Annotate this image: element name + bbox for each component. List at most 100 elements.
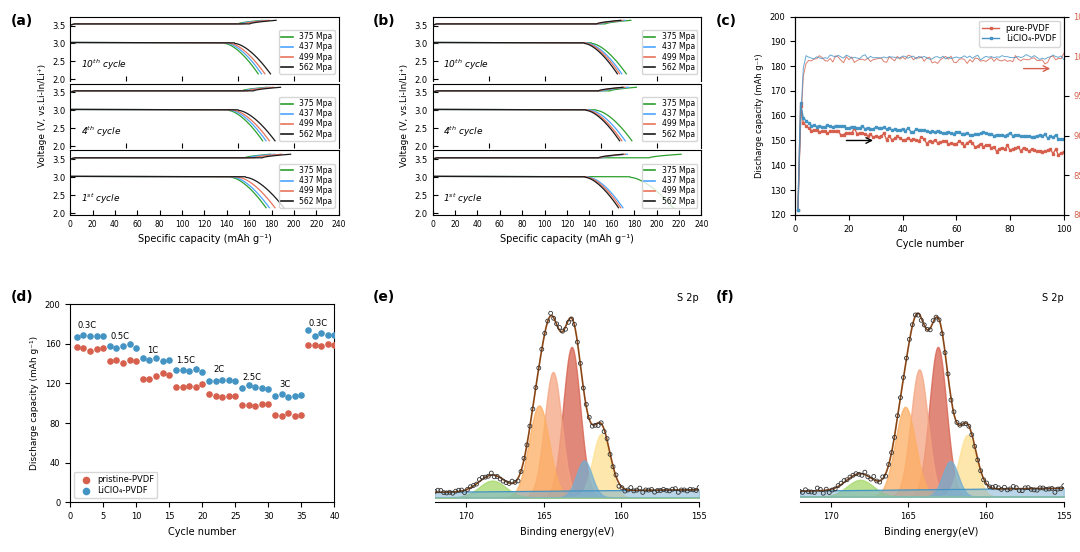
Point [246, 383, 264, 391]
Point [515, 454, 532, 463]
Point [127, 344, 145, 353]
LiClO₄-PVDF [1047, 134, 1059, 141]
Point [207, 391, 225, 400]
Point [943, 396, 960, 405]
Point [666, 484, 684, 493]
Point [1031, 484, 1049, 492]
Point [154, 368, 172, 377]
Legend: 375 Mpa, 437 Mpa, 499 Mpa, 562 Mpa: 375 Mpa, 437 Mpa, 499 Mpa, 562 Mpa [279, 97, 335, 141]
Point [637, 486, 654, 495]
Point [872, 477, 889, 486]
Point [81, 347, 98, 355]
Point [503, 477, 521, 486]
Point [996, 483, 1013, 492]
Point [797, 485, 814, 494]
Point [625, 486, 643, 495]
Point [1020, 483, 1037, 492]
Point [678, 486, 696, 495]
Point [187, 383, 204, 391]
Point [664, 485, 681, 493]
Point [154, 357, 172, 365]
Text: 2C: 2C [213, 365, 225, 374]
Point [907, 311, 924, 320]
Text: 2.5C: 2.5C [242, 373, 261, 383]
Point [286, 412, 303, 421]
Point [161, 370, 178, 379]
Point [948, 418, 966, 427]
Point [919, 325, 936, 334]
Point [114, 342, 132, 351]
Point [280, 393, 297, 402]
Text: 0.3C: 0.3C [77, 321, 96, 330]
Y-axis label: Discharge capacity (mAh g⁻¹): Discharge capacity (mAh g⁻¹) [30, 336, 39, 470]
Legend: 375 Mpa, 437 Mpa, 499 Mpa, 562 Mpa: 375 Mpa, 437 Mpa, 499 Mpa, 562 Mpa [642, 97, 697, 141]
Point [476, 473, 494, 481]
Point [1038, 485, 1055, 493]
Legend: 375 Mpa, 437 Mpa, 499 Mpa, 562 Mpa: 375 Mpa, 437 Mpa, 499 Mpa, 562 Mpa [642, 164, 697, 208]
X-axis label: Binding energy(eV): Binding energy(eV) [519, 527, 615, 537]
Point [441, 488, 458, 497]
Point [794, 488, 811, 497]
Point [581, 413, 598, 422]
LiClO₄-PVDF [931, 127, 944, 134]
pure-PVDF [1057, 148, 1070, 155]
Point [853, 471, 870, 480]
Point [102, 342, 119, 351]
Point [654, 485, 672, 494]
Point [551, 323, 568, 332]
Point [450, 486, 468, 495]
Point [233, 384, 251, 392]
Point [595, 427, 612, 436]
Point [850, 470, 867, 479]
Text: 3C: 3C [280, 380, 291, 389]
Point [453, 486, 470, 495]
Point [471, 475, 488, 484]
Point [114, 359, 132, 368]
Point [306, 332, 323, 341]
Point [1050, 485, 1067, 493]
Point [583, 422, 600, 431]
Point [534, 345, 551, 354]
Point [459, 485, 476, 494]
Point [605, 462, 622, 471]
Point [1043, 484, 1061, 493]
Point [227, 376, 244, 385]
Point [838, 475, 855, 484]
Text: S 2p: S 2p [677, 293, 699, 303]
Text: 10$^{th}$ cycle: 10$^{th}$ cycle [81, 57, 127, 72]
Point [593, 418, 610, 427]
Point [975, 475, 993, 484]
Point [193, 380, 211, 389]
Point [444, 489, 461, 497]
Point [652, 486, 670, 495]
Line: LiClO₄-PVDF: LiClO₄-PVDF [797, 102, 1065, 211]
Point [480, 472, 497, 481]
Point [613, 484, 631, 492]
Point [240, 380, 257, 389]
Point [527, 383, 544, 392]
Point [510, 476, 527, 485]
Point [1052, 484, 1069, 493]
Point [193, 367, 211, 376]
Point [1028, 486, 1045, 495]
Point [548, 320, 565, 328]
Point [299, 326, 316, 335]
Point [220, 391, 238, 400]
Point [791, 487, 808, 496]
Point [856, 468, 874, 476]
Y-axis label: Voltage (V, vs.Li-In/Li⁺): Voltage (V, vs.Li-In/Li⁺) [400, 64, 409, 167]
Point [951, 421, 969, 429]
Point [68, 342, 85, 351]
Text: 0.3C: 0.3C [309, 319, 327, 328]
Point [681, 485, 699, 493]
Point [95, 332, 112, 341]
Point [969, 455, 986, 464]
Point [569, 338, 586, 347]
LiClO₄-PVDF [953, 129, 966, 136]
Point [571, 359, 589, 368]
Point [429, 486, 446, 495]
Point [921, 326, 939, 335]
Point [1004, 482, 1022, 491]
Point [187, 364, 204, 373]
Point [320, 340, 337, 349]
